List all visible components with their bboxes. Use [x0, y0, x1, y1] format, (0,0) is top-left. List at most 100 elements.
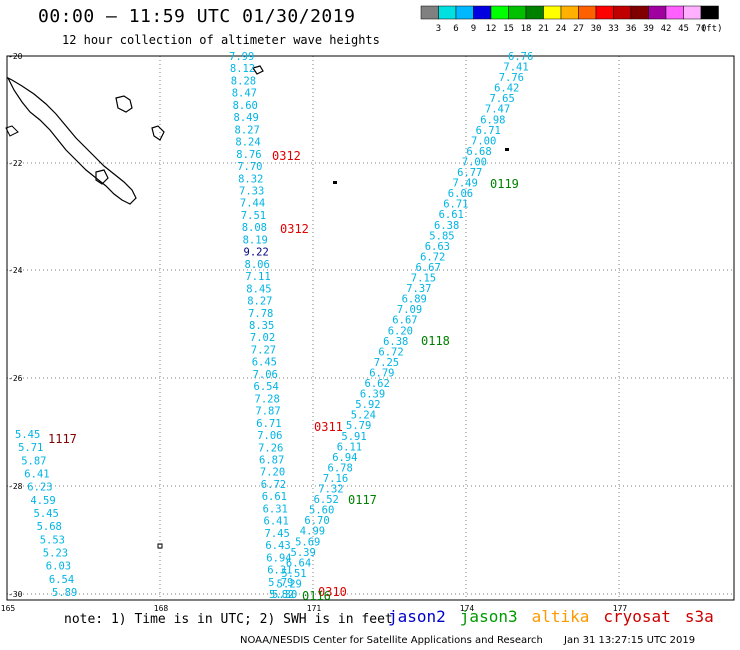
- colorbar-swatch: [455, 5, 474, 20]
- wave-height-value: 5.39: [291, 547, 316, 559]
- latitude-label: -22: [8, 159, 23, 168]
- wave-height-value: 6.41: [264, 516, 289, 528]
- longitude-label: 177: [613, 604, 628, 613]
- wave-height-value: 4.59: [30, 495, 55, 507]
- wave-height-value: 8.35: [249, 320, 274, 332]
- satellite-legend: jason2 jason3 altika cryosat s3a: [388, 607, 728, 626]
- wave-height-value: 6.41: [24, 469, 49, 481]
- wave-height-value: 4.99: [300, 526, 325, 538]
- wave-height-value: 7.44: [240, 198, 265, 210]
- wave-height-value: 6.38: [434, 220, 459, 232]
- altimeter-tracks: 5.455.715.876.416.234.595.455.685.535.23…: [15, 51, 533, 601]
- wave-height-value: 6.94: [266, 552, 291, 564]
- colorbar-label: 45: [678, 24, 689, 34]
- wave-height-value: 7.47: [485, 104, 510, 116]
- wave-height-value: 5.24: [351, 410, 376, 422]
- longitude-label: 168: [154, 604, 169, 613]
- wave-height-value: 5.79: [268, 577, 293, 589]
- wave-height-value: 5.69: [295, 536, 320, 548]
- wave-height-value: 7.45: [265, 528, 290, 540]
- colorbar-label: 30: [591, 24, 602, 34]
- wave-height-value: 6.63: [425, 241, 450, 253]
- wave-height-value: 6.39: [360, 389, 385, 401]
- latitude-label: -24: [8, 266, 23, 275]
- wave-height-value: 6.71: [443, 199, 468, 211]
- wave-height-value: 6.11: [337, 441, 362, 453]
- wave-height-value: 6.64: [286, 557, 311, 569]
- colorbar-swatch: [683, 5, 702, 20]
- satellite-s3a: s3a: [684, 607, 714, 626]
- wave-height-value: 6.67: [416, 262, 441, 274]
- colorbar-label: 12: [486, 24, 497, 34]
- wave-height-value: 5.68: [37, 521, 62, 533]
- wave-height-value: 6.72: [420, 251, 445, 263]
- wave-height-value: 6.78: [328, 462, 353, 474]
- latitude-label: -28: [8, 482, 23, 491]
- wave-height-value: 5.45: [15, 429, 40, 441]
- wave-height-value: 6.89: [402, 294, 427, 306]
- longitude-label: 165: [1, 604, 16, 613]
- colorbar-swatch: [438, 5, 457, 20]
- wave-height-value: 7.11: [245, 271, 270, 283]
- wave-height-value: 8.19: [243, 234, 268, 246]
- pass-time-label: 0311: [314, 420, 343, 434]
- wave-height-value: 6.62: [365, 378, 390, 390]
- pass-time-label: 0312: [280, 222, 309, 236]
- wave-height-value: 5.23: [43, 548, 68, 560]
- pass-time-label: 0117: [348, 493, 377, 507]
- wave-height-value: 7.06: [253, 369, 278, 381]
- colorbar-swatch: [420, 5, 439, 20]
- island-small-a: [252, 65, 264, 75]
- wave-height-value: 7.33: [239, 186, 264, 198]
- credit-footer: NOAA/NESDIS Center for Satellite Applica…: [240, 635, 695, 646]
- wave-height-value: 7.27: [251, 345, 276, 357]
- pass-time-label: 0119: [490, 177, 519, 191]
- pass-time-label: 0310: [318, 585, 347, 599]
- wave-height-value: 5.85: [429, 230, 454, 242]
- map-title: 00:00 – 11:59 UTC 01/30/2019: [38, 6, 356, 27]
- wave-height-value: 6.54: [49, 574, 74, 586]
- wave-height-value: 8.08: [242, 222, 267, 234]
- wave-height-value: 8.32: [238, 173, 263, 185]
- latitude-label: -30: [8, 590, 23, 599]
- pass-time-labels: 0312 0312 0311 0310 1117 0119 0118 0117 0116: [48, 149, 519, 603]
- wave-height-value: 5.79: [346, 420, 371, 432]
- satellite-jason2: jason2: [388, 607, 446, 626]
- wave-height-value: 6.31: [263, 503, 288, 515]
- wave-height-value: 5.51: [281, 568, 306, 580]
- colorbar-swatch: [525, 5, 544, 20]
- wave-height-value: 7.00: [462, 157, 487, 169]
- wave-height-value: 7.09: [397, 304, 422, 316]
- pass-time-label: 0312: [272, 149, 301, 163]
- wave-height-value: 7.70: [237, 161, 262, 173]
- island-small-b: [333, 181, 337, 184]
- wave-height-value: 8.24: [235, 137, 260, 149]
- wave-height-value: 6.98: [480, 114, 505, 126]
- wave-height-value: 7.28: [255, 393, 280, 405]
- wave-height-value: 7.65: [490, 93, 515, 105]
- wave-height-value: 8.60: [233, 100, 258, 112]
- colorbar-label: 39: [643, 24, 654, 34]
- wave-height-value: 7.20: [260, 467, 285, 479]
- map-frame: [6, 55, 735, 601]
- wave-height-value: 8.06: [245, 259, 270, 271]
- colorbar-label: 33: [608, 24, 619, 34]
- wave-height-value: 6.42: [494, 83, 519, 95]
- longitude-label: 174: [460, 604, 475, 613]
- wave-height-value: 7.16: [323, 473, 348, 485]
- generated-timestamp: Jan 31 13:27:15 UTC 2019: [564, 635, 696, 646]
- wave-height-value: 6.72: [261, 479, 286, 491]
- island-loyalty-1: [115, 95, 133, 113]
- colorbar-label: 3: [436, 24, 441, 34]
- colorbar-label: 21: [538, 24, 549, 34]
- wave-height-value: 8.47: [232, 88, 257, 100]
- footnote: note: 1) Time is in UTC; 2) SWH is in fe…: [64, 612, 393, 627]
- wave-height-value: 5.82: [269, 589, 294, 601]
- wave-height-value: 6.61: [262, 491, 287, 503]
- wave-height-value: 9.22: [244, 247, 269, 259]
- wave-height-value: 6.68: [466, 146, 491, 158]
- wave-height-value: 8.49: [234, 112, 259, 124]
- colorbar-swatch: [473, 5, 492, 20]
- wave-height-value: 7.76: [499, 72, 524, 84]
- wave-height-value: 6.72: [378, 346, 403, 358]
